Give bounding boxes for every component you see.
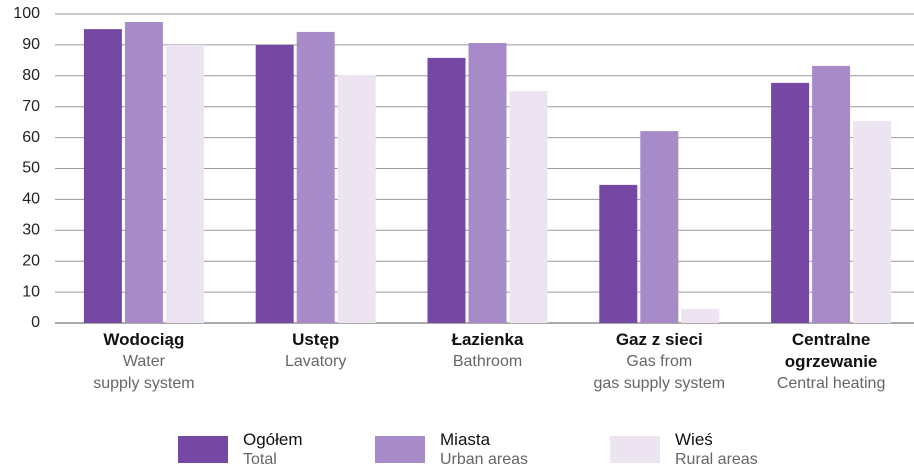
bar (812, 65, 851, 324)
category-name: Wodociąg (103, 330, 185, 349)
bar (640, 131, 679, 323)
legend-name: Miasta (440, 430, 491, 449)
category-name: Gaz z sieci (615, 330, 703, 349)
category-label: Ustęp Lavatory (231, 329, 401, 373)
category-note: Water (122, 353, 165, 370)
category-note: Gas from (626, 353, 693, 370)
category-note: Central heating (776, 375, 886, 392)
legend-entry: Ogółem Total (243, 430, 303, 470)
legend-swatch (610, 436, 660, 463)
bar (853, 120, 892, 323)
category-name: Centralne ogrzewanie (784, 330, 878, 371)
category-note: Lavatory (285, 353, 347, 370)
category-label: Gaz z sieci Gas from gas supply system (574, 329, 744, 395)
y-tick-label: 80 (22, 67, 40, 84)
category-label: Centralne ogrzewanie Central heating (746, 329, 914, 395)
y-tick-label: 30 (22, 222, 40, 239)
bar (771, 82, 810, 323)
y-tick-label: 100 (13, 5, 40, 22)
bar (681, 309, 720, 323)
y-tick-label: 40 (22, 191, 40, 208)
category-label: Łazienka Bathroom (403, 329, 573, 373)
bar (427, 57, 466, 324)
y-tick-label: 0 (31, 314, 40, 331)
bar (83, 29, 122, 324)
legend-name-en: Rural areas (675, 451, 758, 468)
bar (165, 44, 204, 324)
y-tick-label: 70 (22, 98, 40, 115)
bar (468, 43, 507, 324)
bar (296, 31, 335, 324)
bar (599, 184, 638, 323)
legend-entry: Wieś Rural areas (675, 430, 758, 470)
y-tick-label: 10 (22, 283, 40, 300)
legend-entry: Miasta Urban areas (440, 430, 528, 470)
y-tick-label: 90 (22, 36, 40, 53)
legend-name-en: Urban areas (440, 451, 529, 468)
legend-swatch (375, 436, 425, 463)
legend-name: Wieś (675, 430, 713, 449)
legend-name: Ogółem (243, 430, 303, 449)
y-tick-label: 50 (22, 160, 40, 177)
y-tick-label: 20 (22, 252, 40, 269)
category-note: Bathroom (452, 353, 523, 370)
category-note: gas supply system (593, 375, 726, 392)
bar (337, 74, 376, 323)
y-tick-label: 60 (22, 129, 40, 146)
bar (255, 44, 294, 324)
category-label: Wodociąg Water supply system (59, 329, 229, 395)
bar (509, 90, 548, 323)
legend-name-en: Total (243, 451, 277, 468)
category-note: supply system (93, 375, 195, 392)
legend-swatch (178, 436, 228, 463)
bar (124, 22, 163, 324)
category-name: Łazienka (451, 330, 524, 349)
category-name: Ustęp (292, 330, 340, 349)
